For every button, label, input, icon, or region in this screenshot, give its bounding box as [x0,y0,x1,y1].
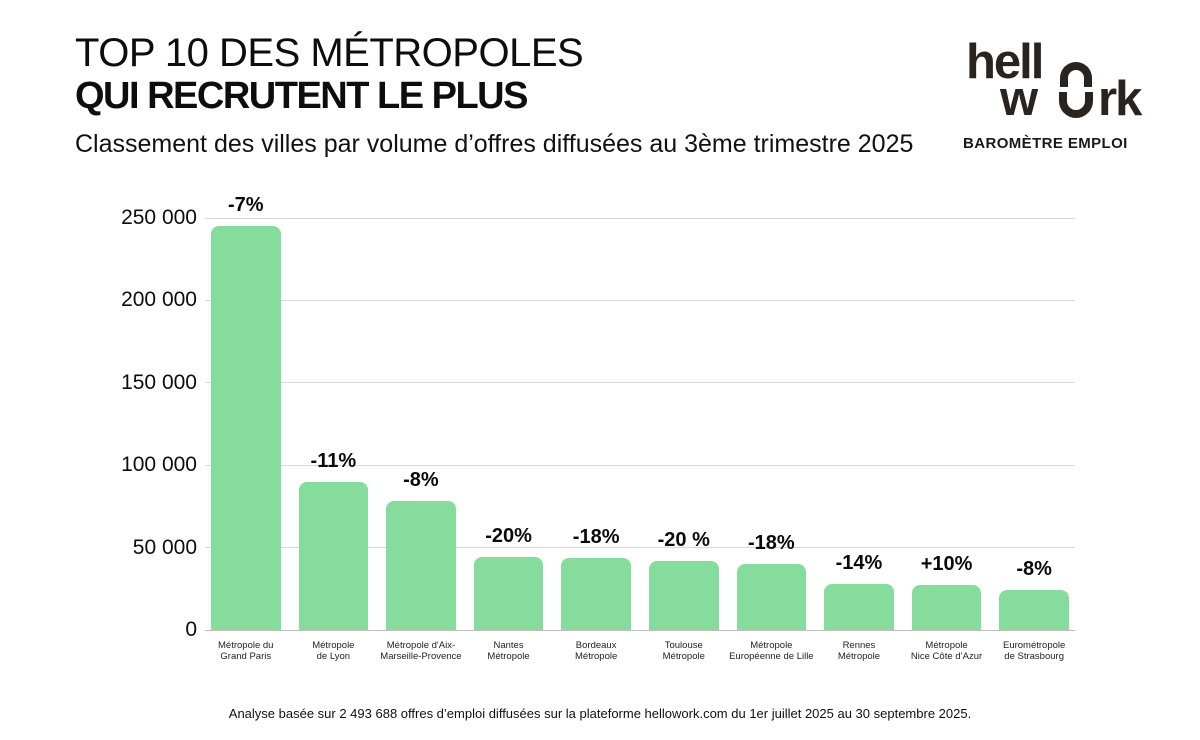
bar [386,501,456,630]
bar-value-label: -20% [485,525,532,548]
page-title-line2: QUI RECRUTENT LE PLUS [75,75,528,117]
bar [473,557,544,630]
bar-category-label: Métropole du Grand Paris [218,640,274,662]
bar-value-label: -18% [572,526,620,549]
gridline [205,217,1075,219]
bar-value-label: -8% [1016,558,1052,581]
logo-text-w: w [1000,72,1038,126]
bar [649,560,719,630]
footer-note: Analyse basée sur 2 493 688 offres d’emp… [228,706,972,721]
bar-value-label: -18% [747,532,795,555]
bar [999,590,1069,630]
gridline [205,299,1075,301]
bar-category-label: Eurométropole de Strasbourg [1002,640,1066,662]
bar-category-label: Rennes Métropole [837,640,881,662]
y-axis-tick-label: 200 000 [121,288,197,312]
y-axis-tick-label: 150 000 [121,370,197,394]
y-axis-tick-label: 50 000 [132,535,197,559]
bar [211,226,281,630]
logo-text-rk: rk [1098,72,1142,126]
logo-o-top-arc-icon [1060,62,1092,87]
page-title: TOP 10 DES MÉTROPOLES QUI RECRUTENT LE P… [75,31,584,117]
page-subtitle: Classement des villes par volume d’offre… [75,130,914,158]
bar-category-label: Métropole Nice Côte d’Azur [910,640,983,662]
bar-category-label: Métropole Européenne de Lille [729,640,814,662]
bar-category-label: Toulouse Métropole [662,640,705,662]
logo-o-bottom-arc-icon [1059,92,1093,118]
page-title-line1: TOP 10 DES MÉTROPOLES [75,31,584,75]
gridline [205,464,1075,466]
bar [824,583,894,630]
x-axis-baseline [205,629,1075,631]
gridline [205,382,1075,384]
bar-value-label: +10% [920,552,973,575]
gridline [205,547,1075,549]
bar-value-label: -11% [310,449,357,472]
bar-category-label: Métropole d'Aix- Marseille-Provence [380,640,462,662]
y-axis-tick-label: 100 000 [121,453,197,477]
y-axis-tick-label: 250 000 [121,206,197,229]
bar-value-label: -8% [403,469,439,492]
bar-value-label: -7% [227,194,264,217]
bar [561,558,631,630]
logo-text-hell: hell [966,35,1044,89]
hellowork-logo: hell w rk BAROMÈTRE EMPLOI [960,34,1170,159]
bar-value-label: -14% [835,551,883,574]
y-axis-tick-label: 0 [185,618,197,641]
logo-tagline: BAROMÈTRE EMPLOI [963,135,1128,152]
bar-category-label: Nantes Métropole [487,640,530,662]
bar-category-label: Métropole de Lyon [312,640,355,662]
bar-category-label: Bordeaux Métropole [575,640,618,662]
bar-value-label: -20 % [657,528,710,551]
bar [911,584,982,630]
bar [736,564,807,630]
bar [298,481,369,630]
